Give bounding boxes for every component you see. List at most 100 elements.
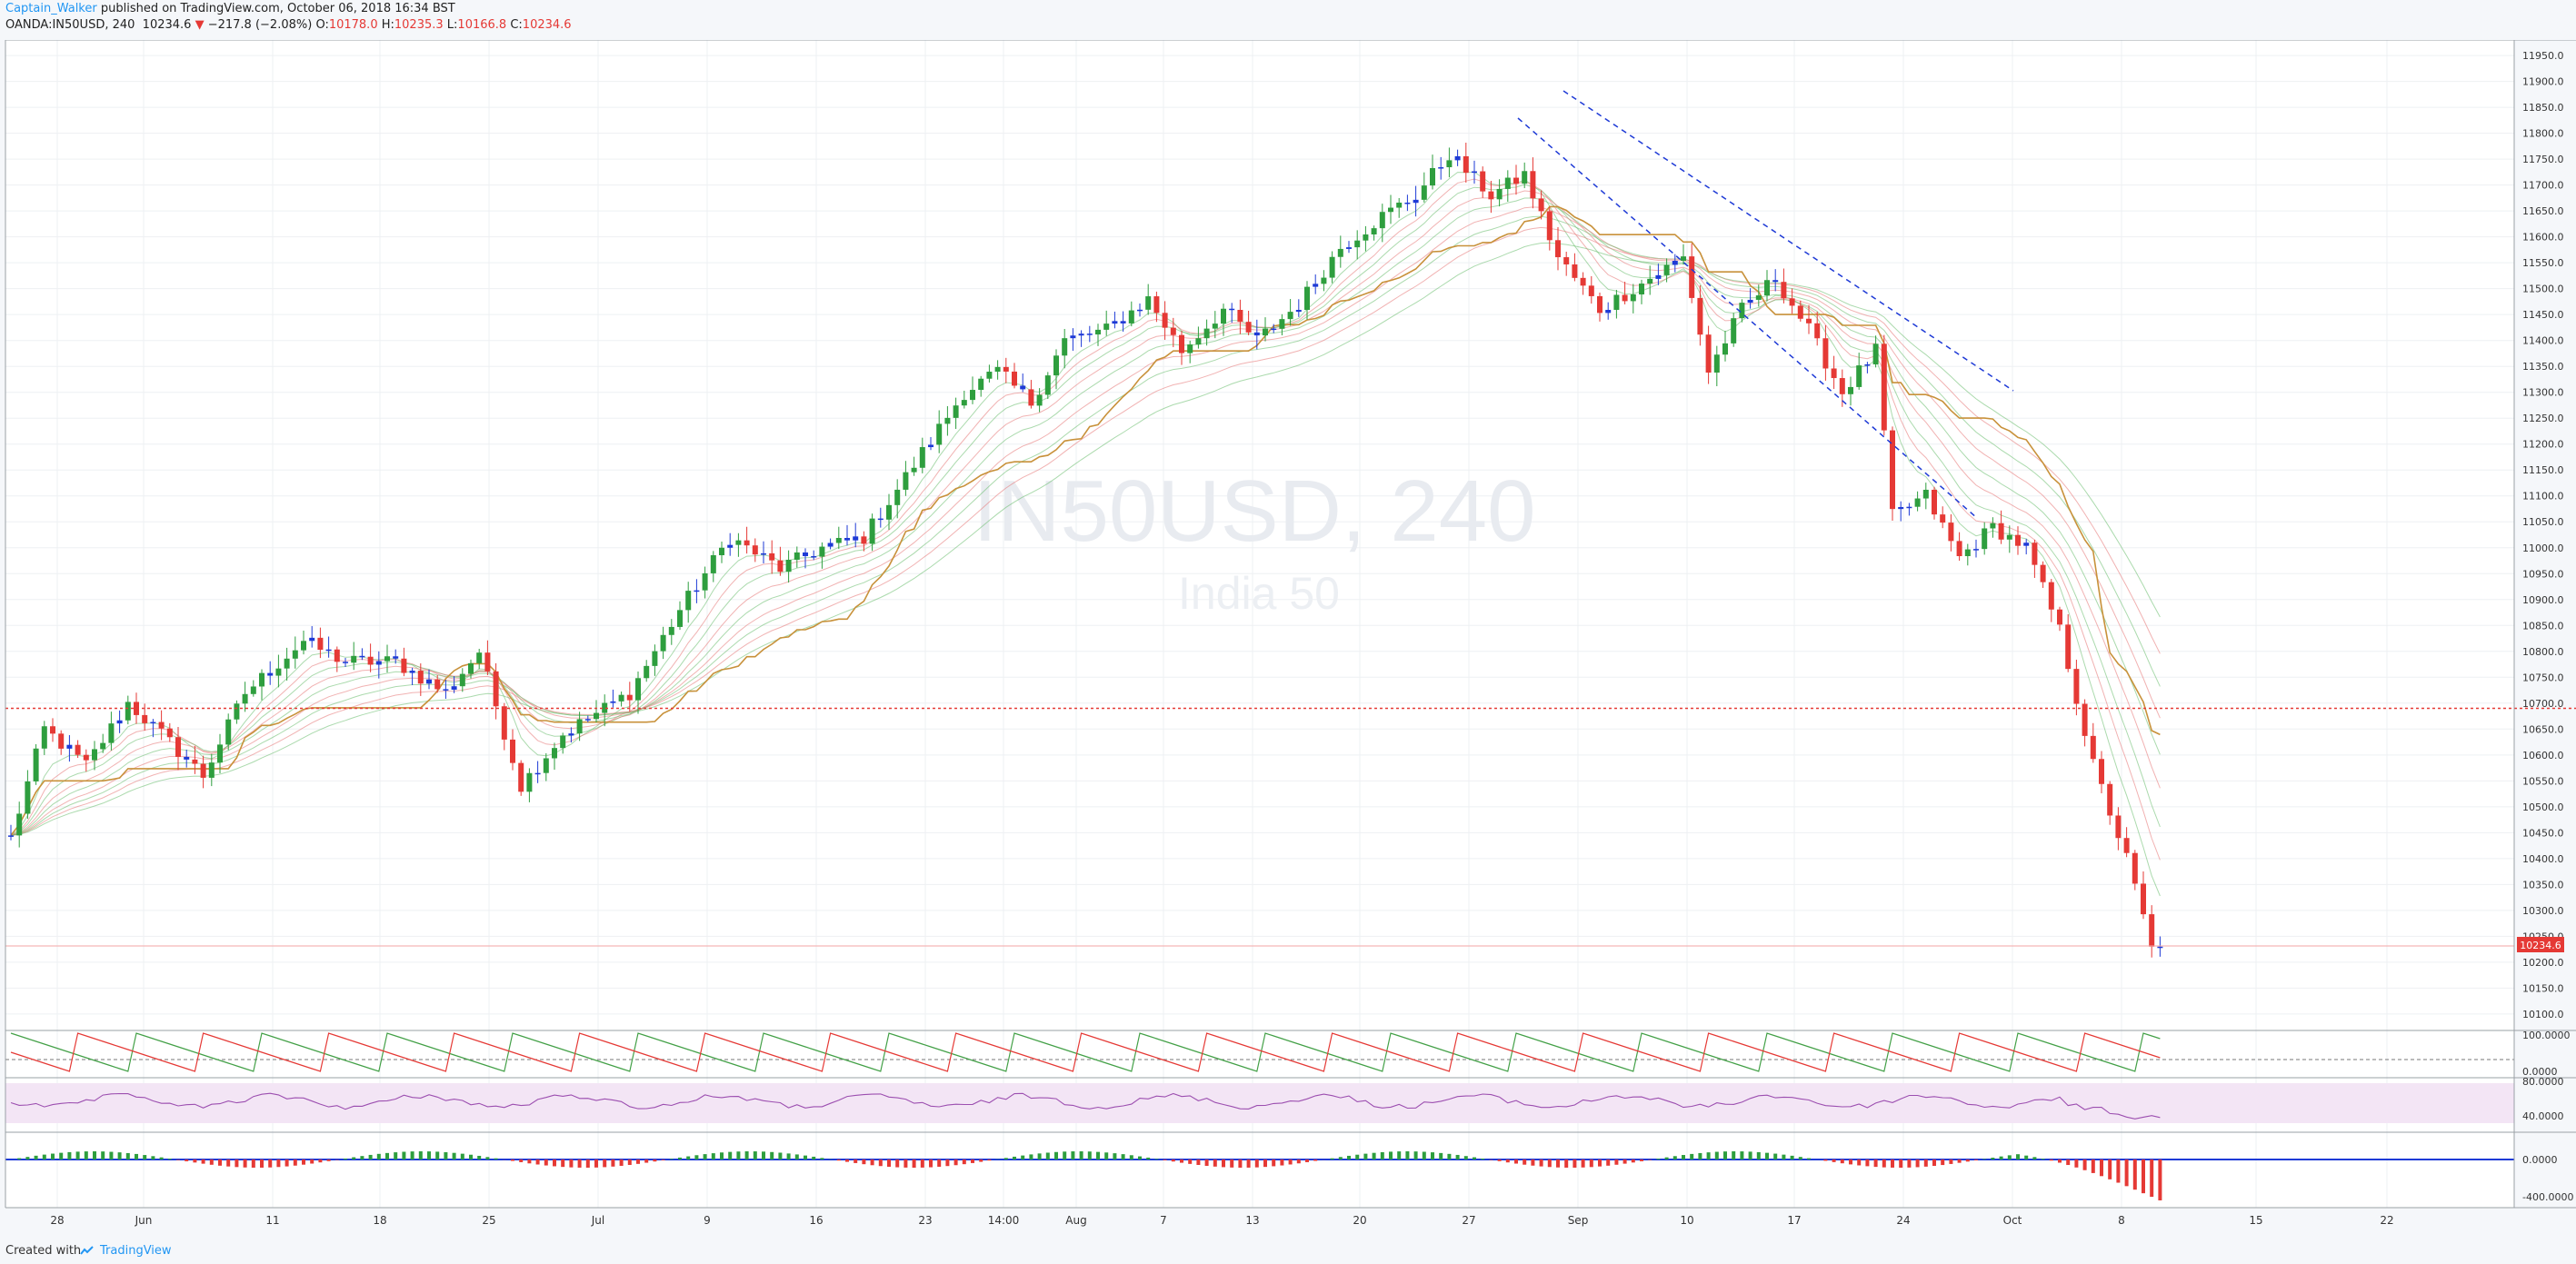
candle-body-235	[1973, 549, 1979, 551]
hist-bar-238	[1999, 1156, 2003, 1159]
candle-body-44	[375, 661, 382, 665]
x-tick-label-16: 10	[1680, 1214, 1693, 1227]
hist-bar-103	[870, 1159, 874, 1166]
hist-bar-139	[1171, 1159, 1175, 1162]
candle-body-237	[1990, 523, 1996, 529]
hist-bar-4	[42, 1154, 46, 1159]
candle-body-51	[434, 679, 441, 690]
hist-bar-18	[159, 1157, 164, 1159]
candle-body-132	[1112, 321, 1118, 324]
candle-body-221	[1856, 365, 1862, 387]
candle-body-40	[343, 662, 348, 663]
hist-bar-33	[285, 1159, 289, 1167]
candle-body-94	[794, 552, 800, 560]
ribbon-line-4	[10, 197, 2161, 836]
hist-bar-164	[1380, 1151, 1384, 1159]
hist-bar-149	[1254, 1159, 1259, 1168]
hist-bar-52	[444, 1151, 448, 1159]
hist-bar-233	[1957, 1159, 1962, 1163]
x-tick-label-8: 23	[918, 1214, 932, 1227]
y-tick-label-1: 11900.0	[2522, 76, 2564, 88]
hist-bar-138	[1163, 1159, 1167, 1160]
hist-bar-130	[1096, 1151, 1100, 1159]
hist-bar-7	[67, 1151, 72, 1159]
candle-body-16	[142, 714, 148, 723]
candle-body-177	[1488, 191, 1494, 200]
candle-body-173	[1454, 155, 1461, 161]
hist-bar-189	[1589, 1159, 1593, 1168]
hist-bar-153	[1288, 1159, 1293, 1165]
candle-body-229	[1922, 489, 1929, 499]
hist-bar-184	[1547, 1159, 1552, 1168]
hist-bar-249	[2091, 1159, 2095, 1173]
rsi-tick-40: 40.0000	[2522, 1110, 2564, 1122]
hist-bar-31	[268, 1159, 273, 1168]
candle-body-239	[2006, 534, 2012, 540]
candle-body-253	[2123, 838, 2130, 853]
x-tick-label-21: 15	[2249, 1214, 2262, 1227]
candle-body-215	[1806, 318, 1812, 323]
hist-bar-133	[1121, 1154, 1125, 1159]
hist-bar-146	[1230, 1159, 1234, 1168]
hist-bar-169	[1422, 1151, 1426, 1159]
candle-body-157	[1321, 277, 1327, 284]
y-tick-label-16: 11150.0	[2522, 464, 2564, 476]
hist-bar-205	[1723, 1151, 1727, 1159]
candle-body-224	[1881, 343, 1887, 431]
y-tick-label-14: 11250.0	[2522, 413, 2564, 424]
candle-body-14	[125, 702, 131, 721]
candle-body-176	[1480, 171, 1486, 192]
candle-body-179	[1504, 177, 1511, 189]
hist-bar-186	[1564, 1159, 1569, 1168]
hist-bar-134	[1129, 1155, 1133, 1159]
candle-body-195	[1639, 284, 1644, 295]
hist-bar-49	[418, 1151, 423, 1159]
candle-body-98	[827, 542, 834, 547]
candle-body-61	[518, 762, 524, 792]
hist-bar-218	[1832, 1159, 1836, 1162]
candle-body-223	[1872, 343, 1879, 365]
hist-bar-247	[2074, 1159, 2079, 1168]
symbol-label[interactable]: OANDA:IN50USD, 240	[5, 18, 135, 32]
x-tick-label-14: 27	[1462, 1214, 1475, 1227]
candle-body-86	[727, 544, 734, 548]
candle-body-100	[844, 537, 850, 541]
candle-body-201	[1689, 256, 1695, 298]
hist-bar-226	[1899, 1159, 1903, 1168]
candle-body-251	[2107, 783, 2113, 816]
candle-body-71	[602, 702, 608, 713]
candle-body-10	[92, 749, 97, 761]
hist-bar-194	[1631, 1159, 1635, 1163]
candle-body-150	[1263, 328, 1268, 336]
hist-bar-65	[553, 1159, 556, 1167]
candle-body-26	[225, 719, 232, 745]
hist-bar-232	[1949, 1159, 1953, 1164]
hist-bar-206	[1732, 1151, 1736, 1159]
x-tick-label-0: 28	[50, 1214, 64, 1227]
y-tick-label-5: 11700.0	[2522, 180, 2564, 192]
x-tick-label-7: 16	[809, 1214, 823, 1227]
x-tick-label-22: 22	[2380, 1214, 2393, 1227]
candle-body-159	[1337, 248, 1343, 257]
candle-body-115	[970, 390, 975, 401]
candle-body-60	[510, 739, 515, 763]
candle-body-58	[493, 671, 499, 707]
hist-bar-109	[920, 1159, 924, 1168]
candle-body-154	[1295, 310, 1302, 313]
x-tick-label-18: 24	[1896, 1214, 1910, 1227]
y-tick-label-0: 11950.0	[2522, 50, 2564, 62]
hist-bar-246	[2066, 1159, 2071, 1166]
candle-body-32	[275, 668, 282, 676]
hist-bar-159	[1338, 1157, 1343, 1159]
hist-bar-101	[854, 1159, 858, 1163]
tradingview-brand-link[interactable]: TradingView	[100, 1244, 172, 1258]
author-link[interactable]: Captain_Walker	[5, 2, 97, 15]
hist-bar-156	[1313, 1159, 1318, 1161]
hist-bar-255	[2142, 1159, 2145, 1194]
hist-bar-100	[845, 1159, 849, 1162]
hist-bar-212	[1782, 1154, 1786, 1159]
candle-body-126	[1062, 338, 1068, 356]
hist-bar-173	[1455, 1154, 1460, 1159]
candle-body-162	[1363, 234, 1369, 241]
